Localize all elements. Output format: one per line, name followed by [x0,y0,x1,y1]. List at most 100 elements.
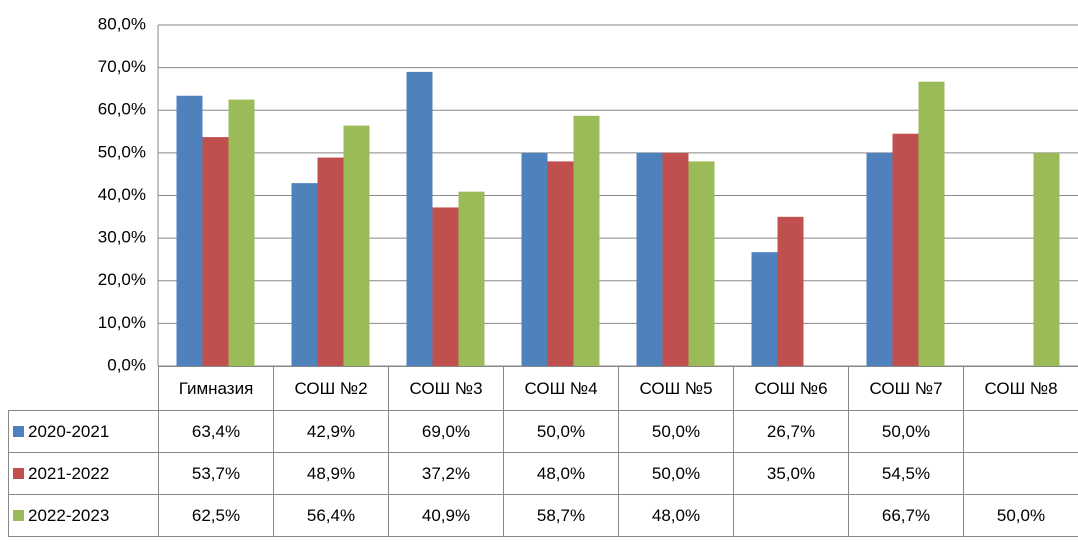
bar [777,216,804,366]
data-label: 62,5% [158,494,274,537]
legend-entry-text: 2021-2022 [28,463,110,483]
bar [317,157,344,366]
data-label-text: 40,9% [421,505,471,525]
category-label-text: Гимназия [178,378,254,398]
legend-entry: 2021-2022 [8,452,159,495]
bar [573,115,600,366]
y-tick-label: 0,0% [107,355,146,374]
bar [406,71,433,366]
data-label-text: 50,0% [996,505,1046,525]
data-label: 56,4% [273,494,389,537]
data-label-text: 37,2% [421,463,471,483]
data-label-text: 56,4% [306,505,356,525]
data-label: 58,7% [503,494,619,537]
y-tick-label: 30,0% [98,228,146,247]
data-label [963,410,1078,453]
bar [458,191,485,366]
data-label-text: 48,0% [536,463,586,483]
data-label: 50,0% [503,410,619,453]
y-tick-label: 70,0% [98,57,146,76]
data-label-text: 50,0% [881,421,931,441]
data-label-text: 48,9% [306,463,356,483]
category-label: СОШ №5 [618,366,734,411]
category-label-text: СОШ №8 [984,378,1058,398]
legend-key [13,510,24,521]
bar [918,81,945,366]
bar [751,252,778,366]
category-label-text: СОШ №3 [409,378,483,398]
bar [662,152,689,366]
y-tick-label: 60,0% [98,100,146,119]
category-label-text: СОШ №6 [754,378,828,398]
category-label: СОШ №8 [963,366,1078,411]
bar [176,95,203,366]
category-label: СОШ №7 [848,366,964,411]
category-label: СОШ №4 [503,366,619,411]
bar [547,161,574,366]
legend-entry: 2020-2021 [8,410,159,453]
data-label [963,452,1078,495]
data-label: 42,9% [273,410,389,453]
data-label: 35,0% [733,452,849,495]
data-label-text: 54,5% [881,463,931,483]
data-label-text: 58,7% [536,505,586,525]
data-label: 63,4% [158,410,274,453]
data-label: 48,0% [618,494,734,537]
bar [866,152,893,366]
data-label-text: 50,0% [651,463,701,483]
bar [688,161,715,366]
data-label-text: 35,0% [766,463,816,483]
data-label-text: 42,9% [306,421,356,441]
category-label: Гимназия [158,366,274,411]
data-label-text: 66,7% [881,505,931,525]
bar [343,125,370,366]
data-label: 50,0% [848,410,964,453]
data-label: 66,7% [848,494,964,537]
y-tick-label: 40,0% [98,185,146,204]
bar [202,137,229,366]
category-label: СОШ №2 [273,366,389,411]
data-label: 50,0% [963,494,1078,537]
legend-key [13,426,24,437]
data-label: 53,7% [158,452,274,495]
category-label-text: СОШ №5 [639,378,713,398]
legend-entry-text: 2020-2021 [28,421,110,441]
data-label-text: 62,5% [191,505,241,525]
data-label-text: 50,0% [651,421,701,441]
category-label-text: СОШ №2 [294,378,368,398]
bar [892,133,919,366]
data-label: 26,7% [733,410,849,453]
bar [432,207,459,366]
legend-entry: 2022-2023 [8,494,159,537]
category-label: СОШ №3 [388,366,504,411]
data-label: 48,9% [273,452,389,495]
data-label-text: 26,7% [766,421,816,441]
data-label [733,494,849,537]
y-tick-label: 80,0% [98,14,146,33]
data-label-text: 69,0% [421,421,471,441]
legend-key [13,468,24,479]
data-label: 69,0% [388,410,504,453]
data-label: 40,9% [388,494,504,537]
bar [291,183,318,366]
data-label-text: 50,0% [536,421,586,441]
bar [636,152,663,366]
data-label: 50,0% [618,452,734,495]
data-label-text: 48,0% [651,505,701,525]
category-label-text: СОШ №7 [869,378,943,398]
bar [521,152,548,366]
y-tick-label: 20,0% [98,270,146,289]
y-tick-label: 50,0% [98,142,146,161]
data-label-text: 53,7% [191,463,241,483]
category-label: СОШ №6 [733,366,849,411]
data-label: 50,0% [618,410,734,453]
data-label: 48,0% [503,452,619,495]
data-label: 37,2% [388,452,504,495]
bar [1033,152,1060,366]
y-tick-label: 10,0% [98,313,146,332]
legend-entry-text: 2022-2023 [28,505,110,525]
data-label: 54,5% [848,452,964,495]
data-label-text: 63,4% [191,421,241,441]
